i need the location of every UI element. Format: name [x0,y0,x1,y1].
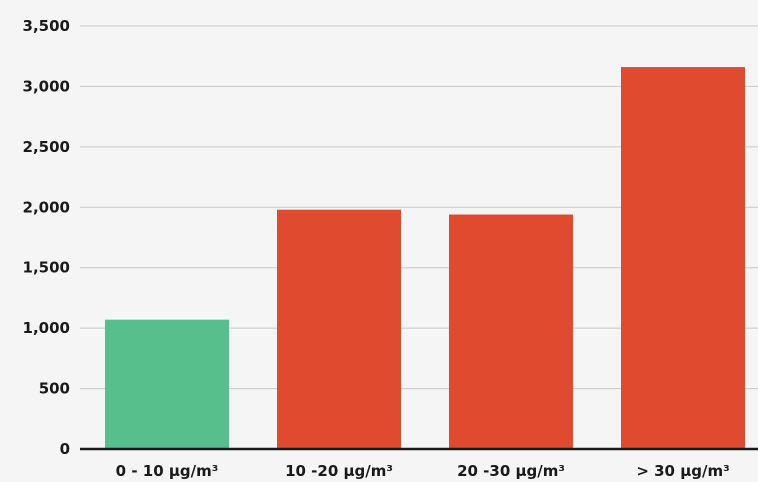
y-tick-label: 0 [60,440,70,458]
bar [449,214,573,449]
bar [105,319,229,449]
x-category-label: 0 - 10 μg/m³ [116,462,219,480]
y-tick-label: 1,500 [23,259,70,277]
y-tick-label: 500 [39,380,70,398]
y-tick-label: 2,000 [23,198,70,216]
bar [621,67,745,449]
bar [277,209,401,449]
x-category-label: 20 -30 μg/m³ [457,462,565,480]
bars [105,67,745,449]
x-category-label: 10 -20 μg/m³ [285,462,393,480]
y-tick-label: 2,500 [23,138,70,156]
x-axis-category-labels: 0 - 10 μg/m³ 10 -20 μg/m³ 20 -30 μg/m³ > 30… [116,462,730,480]
x-category-label: > 30 μg/m³ [636,462,729,480]
y-tick-label: 1,000 [23,319,70,337]
y-tick-label: 3,000 [23,77,70,95]
y-axis-tick-labels: 0 500 1,000 1,500 2,000 2,500 3,000 3,500 [23,17,70,458]
y-tick-label: 3,500 [23,17,70,35]
